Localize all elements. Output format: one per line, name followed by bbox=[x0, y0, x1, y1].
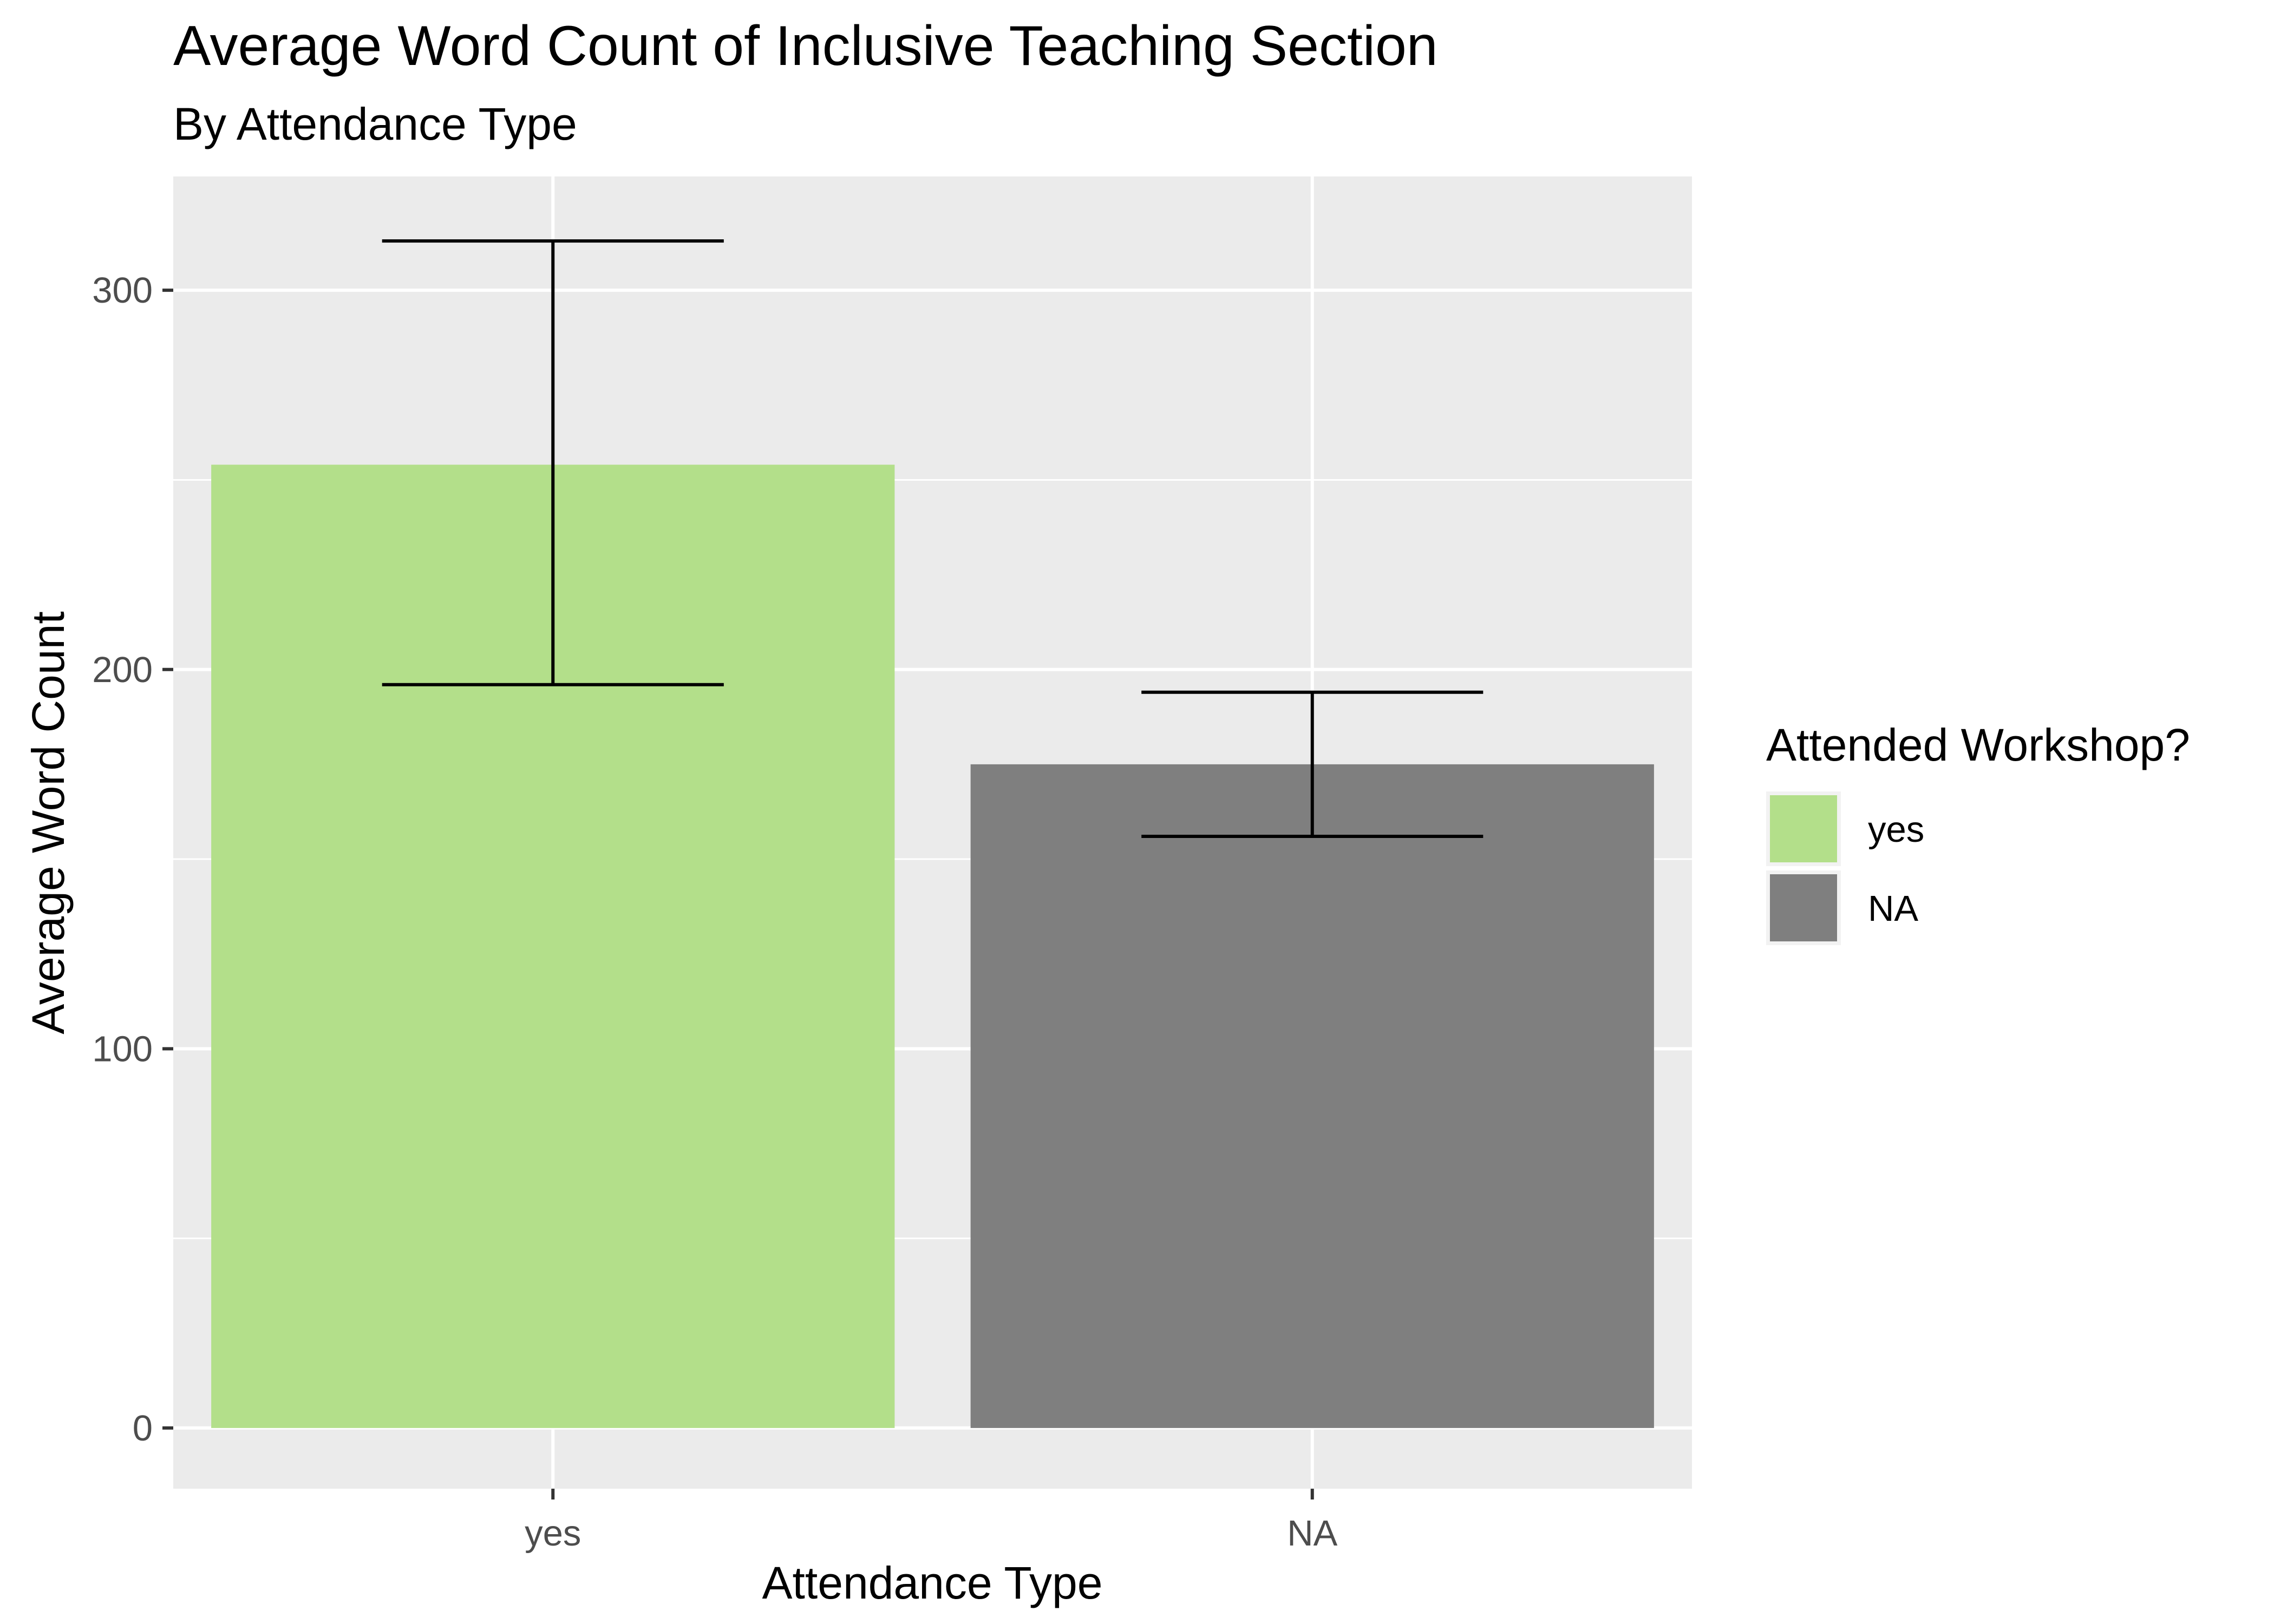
legend-entry-yes: yes bbox=[1766, 791, 1924, 866]
legend-label: yes bbox=[1868, 809, 1924, 850]
x-axis-title: Attendance Type bbox=[762, 1557, 1103, 1608]
y-tick-label: 0 bbox=[133, 1408, 153, 1449]
x-tick-label: NA bbox=[1287, 1513, 1337, 1554]
y-axis-title: Average Word Count bbox=[23, 611, 74, 1034]
legend-entry-na: NA bbox=[1766, 870, 1918, 945]
x-axis-ticks: yes NA bbox=[525, 1489, 1338, 1554]
error-bar-yes bbox=[382, 239, 724, 686]
chart-title: Average Word Count of Inclusive Teaching… bbox=[173, 15, 1438, 77]
error-bar-na bbox=[1141, 690, 1484, 839]
legend: Attended Workshop? yes NA bbox=[1766, 719, 2190, 945]
y-axis-ticks: 0 100 200 300 bbox=[92, 270, 173, 1449]
legend-key-swatch bbox=[1770, 874, 1837, 941]
legend-title: Attended Workshop? bbox=[1766, 719, 2190, 770]
y-tick-label: 100 bbox=[92, 1029, 153, 1069]
legend-key-swatch bbox=[1770, 795, 1837, 862]
error-bars bbox=[382, 239, 1484, 839]
y-tick-label: 300 bbox=[92, 270, 153, 311]
bar-na bbox=[970, 764, 1654, 1428]
y-tick-label: 200 bbox=[92, 650, 153, 690]
chart-subtitle: By Attendance Type bbox=[173, 99, 577, 149]
x-tick-label: yes bbox=[525, 1513, 581, 1554]
legend-label: NA bbox=[1868, 888, 1918, 929]
